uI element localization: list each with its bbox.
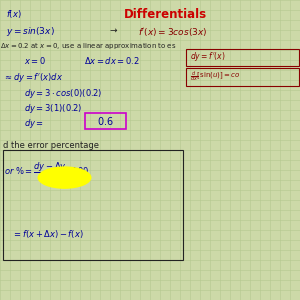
Text: $\rightarrow$: $\rightarrow$	[108, 26, 119, 34]
Bar	[3, 150, 183, 260]
Text: $dy = f'(x)$: $dy = f'(x)$	[190, 50, 226, 64]
Bar	[186, 68, 298, 85]
Text: $\approx dy = f'(x)dx$: $\approx dy = f'(x)dx$	[3, 71, 63, 84]
Text: $dy = $: $dy = $	[24, 117, 44, 130]
Bar	[85, 113, 126, 129]
Text: $\Delta x = dx = 0.2$: $\Delta x = dx = 0.2$	[84, 55, 140, 66]
Text: $\frac{d}{dx}[\sin(u)] = co$: $\frac{d}{dx}[\sin(u)] = co$	[190, 69, 241, 84]
Text: $dy = 3(1)(0.2)$: $dy = 3(1)(0.2)$	[24, 102, 82, 115]
Bar	[186, 49, 298, 66]
Text: $0.6$: $0.6$	[97, 115, 114, 127]
Text: d the error percentage: d the error percentage	[3, 141, 99, 150]
Text: $x = 0$: $x = 0$	[24, 55, 46, 66]
Text: $y = sin(3x)$: $y = sin(3x)$	[6, 26, 55, 38]
Ellipse shape	[38, 166, 92, 189]
Text: $or\ \% = \dfrac{dy - \Delta y}{\Delta y} \cdot 100$: $or\ \% = \dfrac{dy - \Delta y}{\Delta y…	[4, 160, 90, 185]
Text: $f'(x) = 3cos(3x)$: $f'(x) = 3cos(3x)$	[138, 26, 207, 38]
Text: $= f(x + \Delta x) - f(x)$: $= f(x + \Delta x) - f(x)$	[12, 228, 84, 240]
Text: $f(x)$: $f(x)$	[6, 8, 22, 20]
Text: $dy = 3 \cdot cos(0)(0.2)$: $dy = 3 \cdot cos(0)(0.2)$	[24, 87, 102, 100]
Text: Differentials: Differentials	[123, 8, 207, 20]
Text: $\Delta x = 0.2$ at $x = 0$, use a linear approximation to es: $\Delta x = 0.2$ at $x = 0$, use a linea…	[0, 41, 176, 51]
